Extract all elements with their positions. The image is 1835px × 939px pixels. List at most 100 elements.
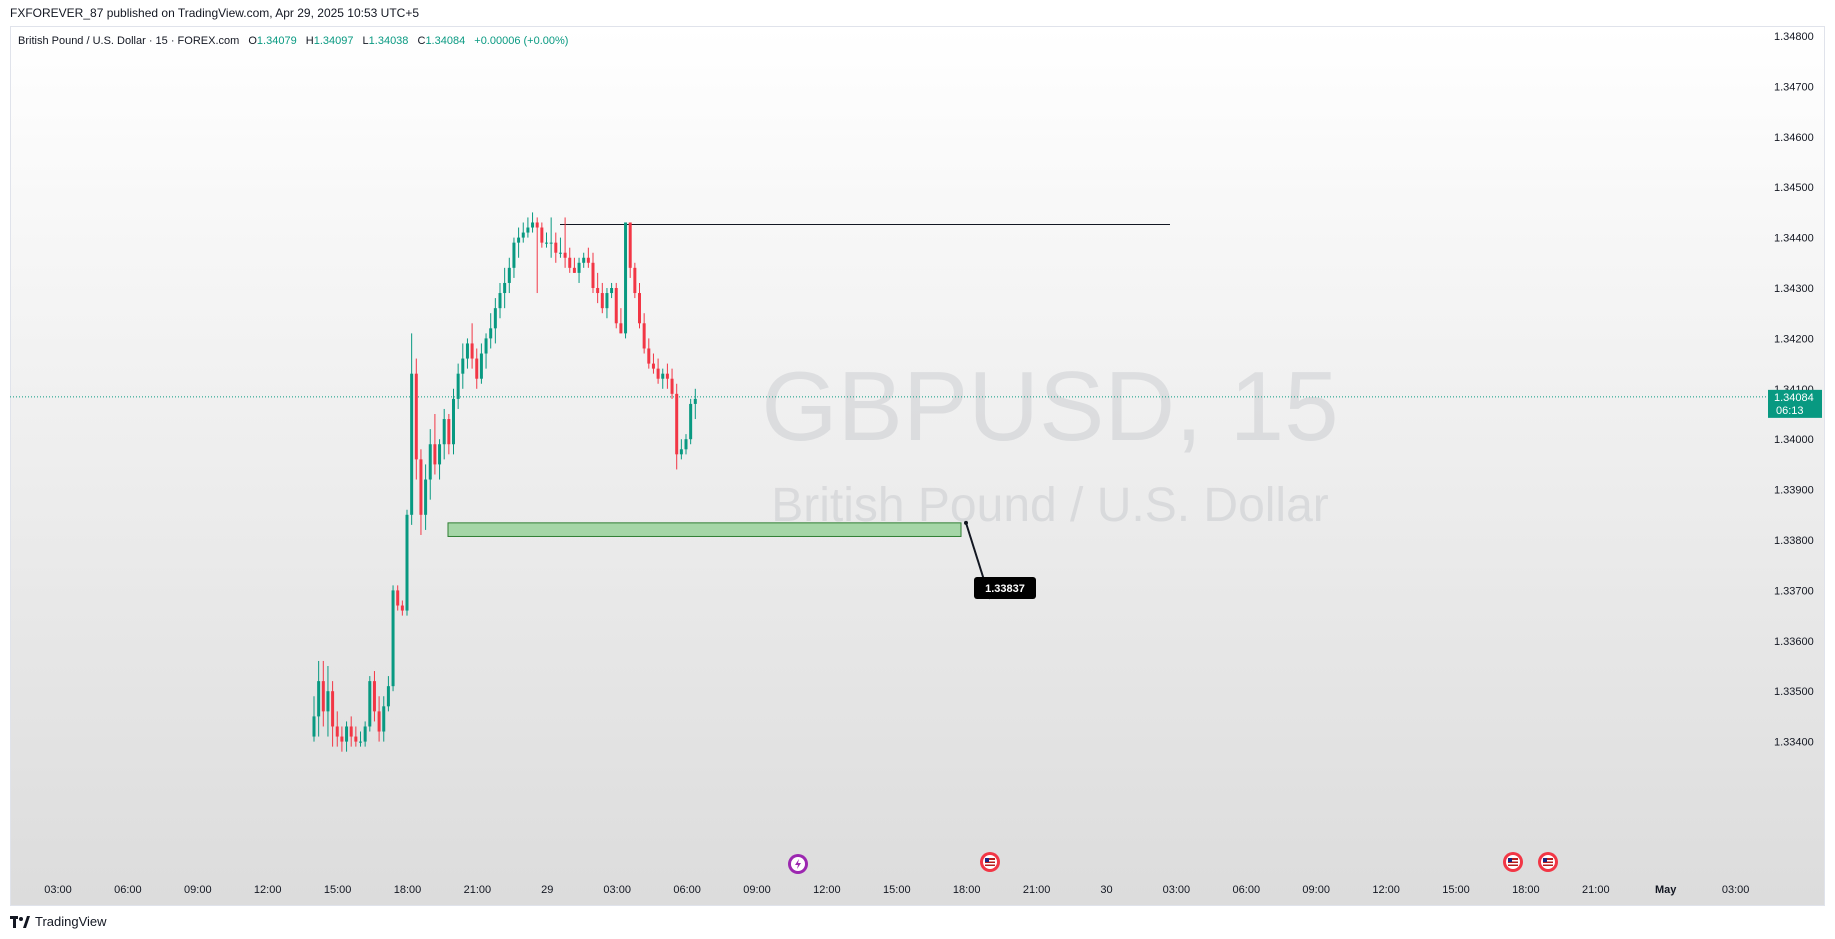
price-tick-label: 1.33400 — [1774, 737, 1814, 749]
time-tick-label: 15:00 — [1442, 884, 1470, 896]
bar-countdown: 06:13 — [1776, 405, 1804, 417]
price-callout[interactable]: 1.33837 — [964, 520, 1036, 600]
candle-up — [363, 726, 367, 742]
candle-up — [545, 242, 548, 244]
time-tick-label: 09:00 — [743, 884, 771, 896]
candle-up — [684, 439, 688, 450]
candle-up — [661, 373, 665, 379]
legend-close-label: C — [417, 35, 426, 47]
candle-up — [345, 726, 349, 742]
candle-down — [670, 378, 674, 394]
candle-down — [372, 681, 376, 712]
us-flag-event-icon[interactable] — [980, 852, 1000, 872]
candle-down — [642, 323, 646, 349]
candle-down — [600, 293, 604, 309]
publisher-line: FXFOREVER_87 published on TradingView.co… — [10, 6, 420, 20]
candle-up — [679, 449, 683, 455]
callout-anchor[interactable] — [964, 520, 968, 525]
price-tick-label: 1.34800 — [1774, 31, 1814, 43]
lightning-event-icon[interactable] — [788, 854, 808, 874]
legend-symbol[interactable]: British Pound / U.S. Dollar · 15 · FOREX… — [18, 35, 240, 47]
price-tick-label: 1.33500 — [1774, 686, 1814, 698]
time-tick-label: 21:00 — [464, 884, 492, 896]
time-tick-label: 29 — [541, 884, 553, 896]
time-tick-label: 15:00 — [324, 884, 352, 896]
candle-up — [484, 338, 488, 354]
candle-up — [359, 741, 362, 743]
time-tick-label: May — [1655, 884, 1677, 896]
candle-up — [517, 237, 521, 243]
candle-up — [382, 706, 386, 732]
candle-down — [475, 358, 479, 379]
candle-up — [424, 479, 428, 515]
legend-high-label: H — [305, 35, 314, 47]
candle-down — [540, 227, 544, 243]
candle-up — [442, 419, 446, 445]
candlestick-series — [312, 212, 697, 752]
candle-up — [489, 328, 493, 339]
callout-box — [974, 577, 1036, 599]
time-tick-label: 03:00 — [603, 884, 631, 896]
candle-down — [331, 691, 335, 727]
candle-down — [586, 257, 590, 263]
candle-up — [689, 403, 693, 440]
price-axis[interactable]: 1.34800 1.34700 1.34600 1.34500 1.34400 1.343… — [1774, 31, 1814, 749]
price-tick-label: 1.33600 — [1774, 636, 1814, 648]
brand-name: TradingView — [35, 914, 107, 929]
candle-up — [428, 444, 432, 480]
us-flag-event-icon[interactable] — [1503, 852, 1523, 872]
candle-down — [628, 222, 632, 268]
candle-up — [624, 222, 628, 334]
candle-down — [321, 681, 325, 712]
candle-down — [656, 368, 660, 379]
price-tick-label: 1.34300 — [1774, 283, 1814, 295]
candle-down — [340, 736, 344, 742]
time-tick-label: 18:00 — [394, 884, 422, 896]
candle-down — [335, 726, 339, 737]
candle-down — [419, 459, 423, 515]
tradingview-logo-icon — [10, 915, 30, 928]
candle-down — [675, 393, 679, 455]
price-tick-label: 1.34700 — [1774, 81, 1814, 93]
time-axis[interactable]: 03:00 06:00 09:00 12:00 15:00 18:00 21:00 29 03:… — [44, 884, 1749, 896]
symbol-legend: British Pound / U.S. Dollar · 15 · FOREX… — [18, 35, 568, 47]
time-tick-label: 15:00 — [883, 884, 911, 896]
candle-up — [531, 222, 535, 228]
candle-up — [326, 691, 330, 712]
price-tick-label: 1.34000 — [1774, 434, 1814, 446]
candle-down — [633, 267, 637, 294]
last-price-value: 1.34084 — [1774, 392, 1814, 404]
time-tick-label: 06:00 — [114, 884, 142, 896]
candle-up — [312, 716, 316, 737]
candle-down — [647, 348, 651, 364]
candle-up — [512, 242, 516, 268]
last-price-box — [1768, 389, 1822, 418]
tradingview-logo[interactable]: TradingView — [10, 914, 107, 929]
candle-down — [619, 323, 623, 334]
time-tick-label: 09:00 — [184, 884, 212, 896]
candle-up — [438, 444, 442, 465]
candle-up — [558, 252, 562, 254]
price-tick-label: 1.33900 — [1774, 485, 1814, 497]
candle-up — [405, 514, 409, 611]
time-tick-label: 03:00 — [44, 884, 72, 896]
legend-low: 1.34038 — [368, 35, 409, 47]
time-tick-label: 21:00 — [1023, 884, 1051, 896]
us-flag-event-icon[interactable] — [1538, 852, 1558, 872]
candle-down — [354, 736, 358, 742]
chart-pane[interactable] — [10, 26, 1825, 906]
candle-up — [452, 398, 455, 445]
candle-down — [596, 288, 600, 294]
candle-down — [433, 444, 437, 465]
price-tick-label: 1.34600 — [1774, 132, 1814, 144]
candle-down — [665, 373, 669, 379]
time-tick-label: 18:00 — [1512, 884, 1540, 896]
candle-down — [638, 293, 641, 324]
time-tick-label: 18:00 — [953, 884, 981, 896]
candle-down — [614, 288, 618, 324]
candle-down — [396, 590, 400, 606]
demand-zone[interactable] — [447, 522, 962, 537]
time-tick-label: 12:00 — [813, 884, 841, 896]
candle-down — [400, 605, 404, 611]
